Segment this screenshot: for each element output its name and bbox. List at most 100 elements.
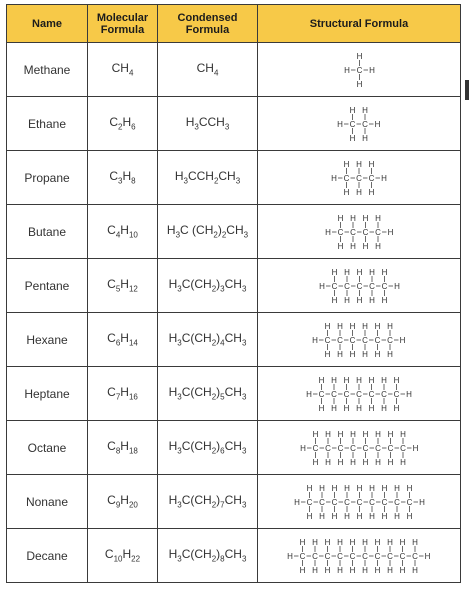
hydrogen-atom: H — [331, 376, 337, 385]
carbon-atom: C — [350, 120, 356, 129]
hydrogen-atom: H — [325, 566, 331, 575]
carbon-atom: C — [356, 66, 362, 75]
hydrogen-atom: H — [406, 484, 412, 493]
condensed-subscript: 3 — [177, 554, 182, 564]
carbon-atom: C — [362, 120, 368, 129]
carbon-atom: C — [369, 498, 375, 507]
mol-carbon-count: 10 — [113, 554, 123, 564]
carbon-atom: C — [344, 498, 350, 507]
hydrogen-atom: H — [337, 566, 343, 575]
condensed-subscript: 2 — [211, 554, 217, 564]
mol-hydrogen-count: 8 — [131, 176, 136, 186]
molecular-formula: C7H16 — [87, 366, 158, 421]
hydrogen-atom: H — [375, 566, 381, 575]
molecular-formula: C3H8 — [87, 150, 158, 205]
condensed-part: CH — [226, 223, 244, 238]
carbon-atom: C — [350, 552, 356, 561]
carbon-atom: C — [356, 282, 362, 291]
condensed-formula: CH4 — [157, 42, 258, 97]
hydrogen-atom: H — [394, 404, 400, 413]
condensed-part: CH — [224, 439, 242, 454]
hydrogen-atom: H — [375, 430, 381, 439]
table-row: Methane CH4 CH4 H C H H H — [6, 42, 461, 97]
mol-hydrogen-count: 4 — [128, 68, 134, 78]
hydrogen-atom: H — [394, 512, 400, 521]
hydrogen-atom: H — [350, 566, 356, 575]
hydrogen-atom: H — [325, 322, 331, 331]
mol-carbon: C — [109, 169, 119, 184]
carbon-atom: C — [412, 552, 418, 561]
carbon-atom: C — [375, 444, 381, 453]
carbon-atom: C — [362, 336, 368, 345]
carbon-atom: C — [319, 390, 325, 399]
hydrogen-atom: H — [300, 538, 306, 547]
mol-carbon: C — [107, 223, 116, 238]
hydrogen-atom: H — [356, 484, 362, 493]
hydrogen-atom: H — [381, 268, 387, 277]
carbon-atom: C — [375, 552, 381, 561]
hydrogen-atom: H — [362, 458, 368, 467]
condensed-subscript: 3 — [241, 554, 247, 564]
hydrogen-atom: H — [362, 322, 368, 331]
molecular-formula: C5H12 — [87, 258, 158, 313]
mol-carbon: C — [107, 277, 116, 292]
header-structural-formula: Structural Formula — [257, 4, 461, 43]
condensed-part: C (CH — [180, 223, 214, 238]
condensed-part: CCH — [198, 115, 225, 130]
hydrogen-atom: H — [412, 444, 418, 453]
alkane-name: Nonane — [6, 474, 88, 529]
condensed-subscript: 3 — [241, 284, 247, 294]
condensed-part: H — [168, 493, 178, 508]
hydrogen-atom: H — [394, 484, 400, 493]
carbon-atom: C — [369, 282, 375, 291]
condensed-subscript: 4 — [213, 68, 219, 78]
hydrogen-atom: H — [362, 106, 368, 115]
hydrogen-atom: H — [287, 552, 293, 561]
hydrogen-atom: H — [381, 512, 387, 521]
condensed-subscript: 3 — [243, 230, 249, 240]
hydrogen-atom: H — [344, 296, 350, 305]
table-row: Hexane C6H14 H3C(CH2)4CH3 H C H H C H H C H H C H H C H H C… — [6, 312, 461, 367]
hydrogen-atom: H — [319, 484, 325, 493]
header-molecular-formula: Molecular Formula — [87, 4, 158, 43]
condensed-formula: H3C(CH2)8CH3 — [157, 528, 258, 583]
table-body: Methane CH4 CH4 H C H H H Ethane C2H6 H3CCH3 H C H H C H… — [6, 42, 461, 583]
hydrogen-atom: H — [369, 160, 375, 169]
mol-hydrogen: H — [120, 223, 129, 238]
hydrogen-atom: H — [419, 498, 425, 507]
carbon-atom: C — [350, 336, 356, 345]
hydrogen-atom: H — [331, 404, 337, 413]
mol-hydrogen: H — [120, 439, 129, 454]
mol-hydrogen: H — [122, 115, 132, 130]
header-row: Name Molecular Formula Condensed Formula… — [6, 4, 461, 43]
carbon-atom: C — [356, 174, 362, 183]
carbon-atom: C — [362, 228, 368, 237]
condensed-subscript: 8 — [220, 554, 225, 564]
carbon-atom: C — [325, 552, 331, 561]
hydrogen-atom: H — [375, 350, 381, 359]
hydrogen-atom: H — [369, 188, 375, 197]
alkane-name: Octane — [6, 420, 88, 475]
condensed-part: H — [168, 385, 178, 400]
mol-carbon-count: 2 — [118, 122, 123, 132]
hydrogen-atom: H — [331, 268, 337, 277]
hydrogen-atom: H — [381, 484, 387, 493]
mol-carbon-count: 6 — [115, 338, 121, 348]
condensed-subscript: 3 — [194, 122, 199, 132]
hydrogen-atom: H — [375, 458, 381, 467]
condensed-part: CH — [224, 493, 242, 508]
hydrogen-atom: H — [356, 80, 362, 89]
hydrogen-atom: H — [337, 538, 343, 547]
molecular-formula: CH4 — [87, 42, 158, 97]
hydrogen-atom: H — [375, 538, 381, 547]
hydrogen-atom: H — [356, 296, 362, 305]
condensed-formula: H3CCH3 — [157, 96, 258, 151]
condensed-part: CCH — [187, 169, 214, 184]
condensed-subscript: 7 — [220, 500, 225, 510]
carbon-atom: C — [350, 228, 356, 237]
hydrogen-atom: H — [344, 484, 350, 493]
hydrogen-atom: H — [300, 444, 306, 453]
